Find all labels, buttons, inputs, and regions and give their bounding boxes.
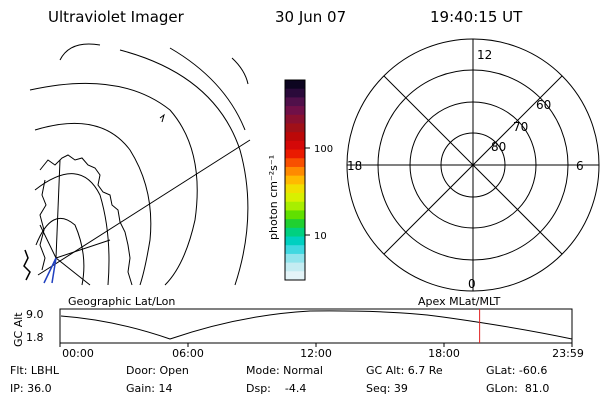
color-bar-tick-label: 100 [314,144,333,155]
timeline-right-label: Apex MLat/MLT [418,295,501,308]
color-bar-band [285,175,305,185]
polar-lat-label-70: 70 [513,120,528,134]
color-bar-band [285,97,305,107]
color-bar-band [285,210,305,220]
timeline-x-ticks [59,343,573,347]
color-bar-band [285,140,305,151]
coastline [39,154,133,286]
color-bar-tick-label: 10 [314,231,327,242]
header-date: 30 Jun 07 [275,8,347,26]
polar-plot [346,38,600,292]
header-time: 19:40:15 UT [430,8,523,26]
color-bar-band [285,271,305,281]
map-grid-arc [119,49,249,286]
polar-label-midnight: 0 [468,277,476,291]
polar-lat-label-80: 80 [491,140,506,154]
map-grid-arc [29,82,198,286]
coastline [23,249,31,281]
map-grid-arc [35,217,85,286]
color-bar-frame [284,79,306,281]
geographic-map [23,43,251,286]
color-bar-band [285,193,305,203]
status-dsp: Dsp: -4.4 [246,382,307,395]
color-bar-band [285,219,305,229]
map-grid-arc [34,173,110,286]
color-bar-band [285,227,305,238]
color-bar-band [285,80,305,90]
map-grid-line [55,239,111,259]
status-glat: GLat: -60.6 [486,364,548,377]
map-grid-line [39,224,57,259]
app-title: Ultraviolet Imager [48,8,184,26]
polar-lat-label-60: 60 [536,98,551,112]
color-bar-band [285,158,305,168]
status-filter: Flt: LBHL [10,364,59,377]
map-grid-arc [59,43,101,61]
timeline-y-tick-label: 1.8 [26,331,44,344]
x-tick-label: 06:00 [172,347,204,360]
color-bar [285,80,305,281]
x-tick-label: 18:00 [428,347,460,360]
color-bar-band [285,114,305,124]
status-mode: Mode: Normal [246,364,323,377]
color-bar-band [285,236,305,246]
color-bar-band [285,245,305,255]
status-seq: Seq: 39 [366,382,408,395]
color-bar-band [285,106,305,116]
map-grid-line [55,159,61,259]
color-bar-band [285,253,305,264]
map-grid-arc [34,122,152,286]
altitude-curve [60,310,573,340]
timeline-frame [59,308,573,344]
status-gain: Gain: 14 [126,382,173,395]
color-bar-unit-label: photon cm⁻²s⁻¹ [267,155,280,240]
polar-label-dusk: 18 [347,159,362,173]
polar-label-dawn: 6 [576,159,584,173]
status-ip: IP: 36.0 [10,382,52,395]
status-glon: GLon: 81.0 [486,382,550,395]
color-bar-band [285,201,305,211]
color-bar-band [285,88,305,98]
polar-label-noon: 12 [477,48,492,62]
x-tick-label: 00:00 [62,347,94,360]
coastline [159,113,165,123]
color-bar-band [285,262,305,272]
map-grid-arc [169,47,246,131]
timeline-left-label: Geographic Lat/Lon [68,295,175,308]
color-bar-band [285,149,305,159]
map-grid-line [37,139,251,276]
map-grid-line [55,257,91,286]
color-bar-band [285,184,305,194]
color-bar-band [285,132,305,142]
timeline-y-axis-label: GC Alt [12,312,25,347]
status-gc-alt: GC Alt: 6.7 Re [366,364,443,377]
satellite-track [43,257,57,284]
color-bar-band [285,123,305,133]
polar-diagonal [383,75,563,255]
x-tick-label: 12:00 [300,347,332,360]
map-grid-arc [231,57,249,85]
status-door: Door: Open [126,364,189,377]
x-tick-label: 23:59 [552,347,584,360]
timeline-y-tick-label: 9.0 [26,308,44,321]
coastline [39,179,47,271]
color-bar-band [285,166,305,177]
